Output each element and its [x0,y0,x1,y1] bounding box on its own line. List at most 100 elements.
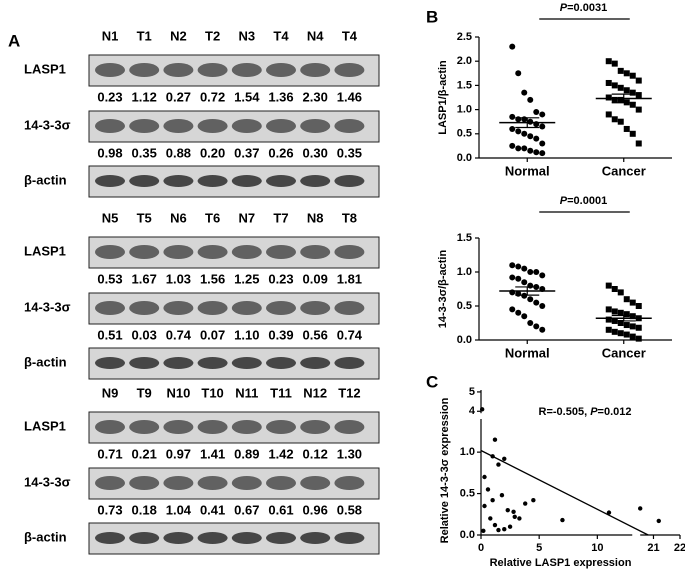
y-axis-label: LASP1/β-actin [437,60,449,135]
fit-line [480,449,649,536]
data-point [515,275,522,282]
data-point [496,462,501,467]
data-point [635,106,642,113]
data-point [521,279,528,286]
x-tick-label: Normal [505,345,550,360]
blot-band [334,63,365,77]
data-point [629,333,636,340]
band-value: 1.46 [337,89,362,104]
data-point [605,282,612,289]
data-point [511,509,516,514]
data-point [499,493,505,498]
blot-band [129,357,160,369]
data-point [482,503,487,509]
data-point [605,79,612,86]
data-point [509,125,516,132]
data-point [527,282,534,289]
annotation-part: P [560,2,568,14]
band-value: 0.12 [303,446,328,461]
blot-band [129,532,160,544]
blot-band [197,357,228,369]
blot-band [197,175,228,187]
data-point [611,328,618,335]
blot-band [334,245,365,259]
y-tick-label: 0.5 [460,487,475,499]
annotation-part: =0.0001 [567,195,607,207]
band-value: 0.67 [234,502,259,517]
blot-band [231,476,262,490]
y-tick-label: 1.5 [457,79,472,91]
blot-band [95,420,125,434]
data-point [509,274,516,281]
x-axis-label: Relative LASP1 expression [490,557,632,569]
lane-label: N12 [303,385,327,400]
lane-label: T1 [137,28,152,43]
blot-band [266,476,296,490]
data-point [605,94,612,101]
band-value: 1.67 [132,271,157,286]
data-point [605,326,612,333]
data-point [492,522,498,528]
band-value: 1.41 [200,446,225,461]
data-point [629,89,636,96]
data-point [527,269,534,275]
blot-band [95,63,125,77]
data-point [611,286,618,292]
blot-band [266,63,296,77]
data-point [533,299,540,306]
blot-band [334,532,365,544]
y-tick-label: 0.5 [457,300,472,312]
x-tick-label: Cancer [602,345,646,360]
data-point [656,518,661,524]
blot-band [129,119,160,133]
data-point [617,84,624,91]
y-tick-label: 2.5 [457,31,472,43]
data-point [509,142,516,149]
y-tick-label: 0.0 [457,152,472,164]
lane-label: N7 [238,210,255,225]
band-value: 0.20 [200,145,225,160]
data-point [635,324,642,331]
band-value: 0.26 [268,145,293,160]
annotation-part: =0.0031 [567,2,607,14]
data-point [533,135,540,142]
data-point [479,407,485,412]
band-value: 1.36 [268,89,293,104]
blot-band [334,301,365,315]
data-point [539,123,546,130]
blot-band [334,119,365,133]
row-label: β-actin [24,354,67,369]
lane-label: N3 [238,28,255,43]
band-value: 0.74 [337,327,363,342]
data-point [521,313,528,320]
data-point [629,72,636,79]
blot-band [129,476,160,490]
data-point [509,262,516,269]
data-point [623,322,630,329]
band-value: 0.89 [234,446,259,461]
band-value: 0.61 [268,502,293,517]
band-value: 1.81 [337,271,362,286]
lane-label: N5 [102,210,119,225]
blot-band [197,119,228,133]
band-value: 0.30 [303,145,328,160]
p-value: P=0.0031 [560,2,607,14]
data-point [617,330,624,337]
blot-band [197,532,228,544]
y-tick-label: 5 [469,386,475,398]
lane-label: T2 [205,28,220,43]
data-point [521,145,528,152]
blot-band [266,532,296,544]
band-value: 0.72 [200,89,225,104]
panel-label: C [426,372,438,391]
data-point [539,111,546,118]
row-label: LASP1 [24,243,66,258]
blot-band [95,357,125,369]
data-point [539,272,546,279]
data-point [635,140,642,147]
data-point [611,116,618,123]
data-point [629,299,636,306]
annotation-part: P [590,406,598,418]
blot-band [197,420,228,434]
